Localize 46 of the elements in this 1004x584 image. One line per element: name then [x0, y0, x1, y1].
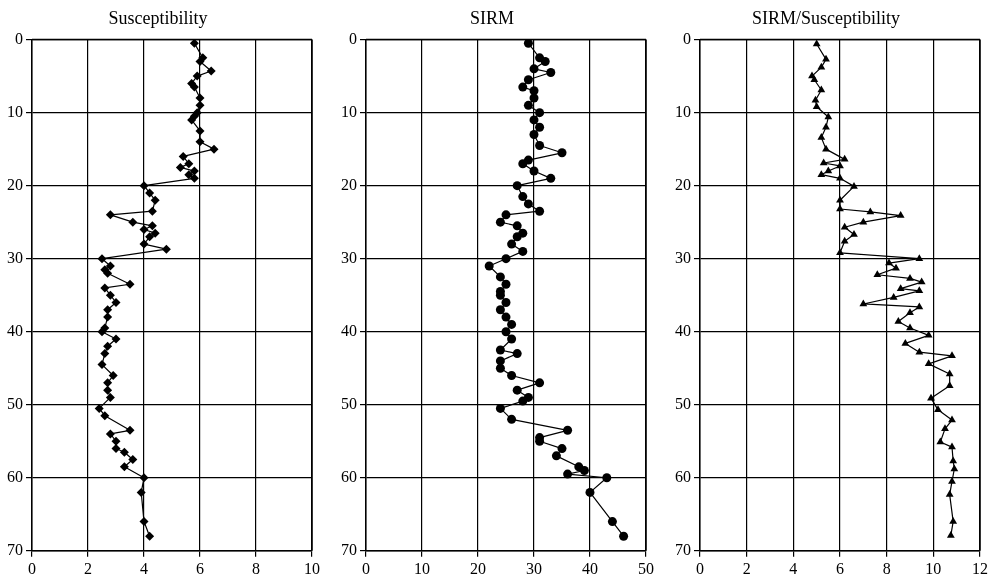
x-tick-label: 4	[140, 559, 148, 577]
y-tick-label: 30	[7, 248, 23, 266]
x-tick-label: 0	[696, 559, 704, 577]
x-tick-label: 6	[836, 559, 844, 577]
y-tick-label: 70	[675, 541, 691, 558]
x-tick-label: 8	[252, 559, 260, 577]
y-tick-label: 50	[7, 394, 23, 412]
x-tick-label: 10	[304, 559, 320, 577]
y-tick-label: 10	[7, 102, 23, 120]
y-tick-label: 0	[683, 29, 691, 47]
y-tick-label: 50	[341, 394, 357, 412]
y-tick-label: 70	[341, 541, 357, 558]
y-tick-label: 0	[349, 29, 357, 47]
x-tick-label: 0	[362, 559, 370, 577]
x-tick-label: 0	[28, 559, 36, 577]
y-tick-label: 60	[675, 467, 691, 485]
x-tick-label: 2	[84, 559, 92, 577]
chart-title: SIRM/Susceptibility	[751, 7, 901, 28]
x-tick-label: 40	[582, 559, 598, 577]
x-tick-label: 10	[414, 559, 430, 577]
x-tick-label: 10	[925, 559, 942, 577]
y-tick-label: 60	[341, 467, 357, 485]
y-tick-label: 40	[341, 321, 357, 339]
x-tick-label: 30	[526, 559, 542, 577]
x-tick-label: 2	[742, 559, 751, 577]
y-tick-label: 50	[675, 394, 691, 412]
x-tick-label: 12	[972, 559, 988, 577]
y-tick-label: 10	[675, 102, 691, 120]
y-tick-label: 60	[7, 467, 23, 485]
y-tick-label: 40	[7, 321, 23, 339]
chart-title: Susceptibility	[108, 7, 208, 28]
y-tick-label: 70	[7, 541, 23, 558]
x-tick-label: 8	[882, 559, 891, 577]
y-tick-label: 40	[675, 321, 691, 339]
x-tick-label: 6	[196, 559, 204, 577]
y-tick-label: 20	[7, 175, 23, 193]
y-tick-label: 30	[341, 248, 357, 266]
y-tick-label: 20	[341, 175, 357, 193]
y-tick-label: 10	[341, 102, 357, 120]
y-tick-label: 30	[675, 248, 691, 266]
x-tick-label: 50	[638, 559, 654, 577]
y-tick-label: 0	[15, 29, 23, 47]
chart-title: SIRM	[469, 7, 515, 28]
y-tick-label: 20	[675, 175, 691, 193]
x-tick-label: 20	[470, 559, 486, 577]
x-tick-label: 4	[789, 559, 798, 577]
